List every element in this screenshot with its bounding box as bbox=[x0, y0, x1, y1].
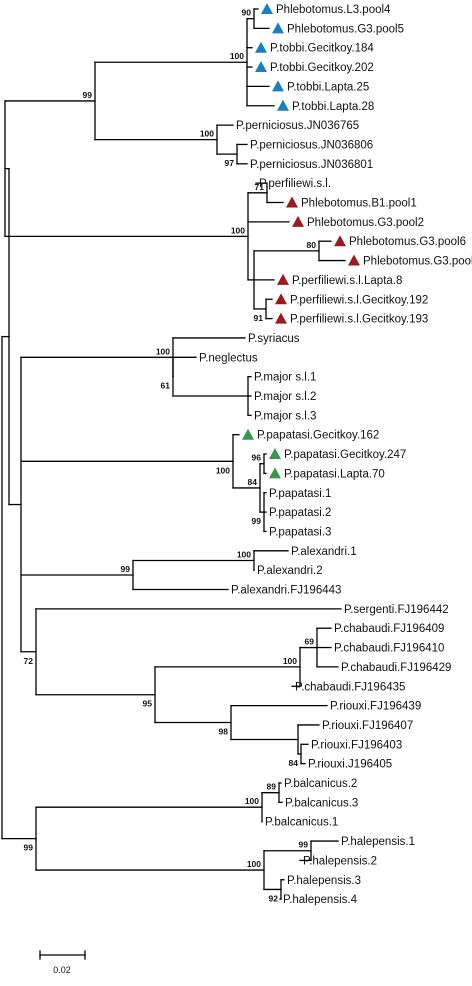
bootstrap-value: 99 bbox=[121, 564, 131, 574]
triangle-marker-icon bbox=[272, 80, 284, 92]
leaf-label: P.alexandri.1 bbox=[291, 546, 357, 558]
leaf-label: P.riouxi.FJ196439 bbox=[330, 701, 421, 713]
leaf-label: P.perfiliewi.s.l.Lapta.8 bbox=[292, 275, 402, 287]
leaf-label: P.tobbi.Gecitkoy.202 bbox=[270, 62, 374, 74]
bootstrap-value: 100 bbox=[245, 796, 259, 806]
leaf-label: P.tobbi.Lapta.25 bbox=[287, 81, 369, 93]
leaf-label: P.riouxi.FJ196407 bbox=[322, 720, 413, 732]
leaf-label: P.syriacus bbox=[248, 333, 300, 345]
bootstrap-value: 90 bbox=[242, 8, 252, 18]
leaf-label: P.halepensis.2 bbox=[303, 855, 377, 867]
bootstrap-value: 72 bbox=[24, 656, 34, 666]
leaf-label: P.riouxi.J196405 bbox=[308, 759, 392, 771]
leaf-label: P.halepensis.3 bbox=[287, 875, 361, 887]
leaf-label: P.halepensis.4 bbox=[283, 894, 358, 906]
bootstrap-value: 91 bbox=[254, 313, 264, 323]
leaf-label: Phlebotomus.G3.pool5 bbox=[287, 23, 404, 35]
bootstrap-value: 100 bbox=[237, 549, 251, 559]
leaf-label: P.papatasi.2 bbox=[269, 507, 331, 519]
leaf-label: P.chabaudi.FJ196409 bbox=[334, 623, 444, 635]
scale-bar: 0.02 bbox=[39, 950, 86, 975]
leaf-labels: Phlebotomus.L3.pool4 Phlebotomus.G3.pool5… bbox=[199, 3, 472, 906]
leaf-label: Phlebotomus.G3.pool6 bbox=[349, 236, 466, 248]
bootstrap-value: 98 bbox=[219, 727, 229, 737]
bootstrap-value: 61 bbox=[161, 381, 171, 391]
leaf-label: P.sergenti.FJ196442 bbox=[344, 604, 449, 616]
bootstrap-value: 100 bbox=[156, 346, 170, 356]
bootstrap-value: 96 bbox=[252, 453, 262, 463]
triangle-marker-icon bbox=[277, 99, 289, 111]
triangle-marker-icon bbox=[255, 61, 267, 73]
triangle-marker-icon bbox=[292, 215, 304, 227]
leaf-label: Phlebotomus.G3.pool3 bbox=[363, 256, 472, 268]
bootstrap-labels: 90 100 97 100 99 71 80 91 100 61 100 96 99 84 100 100 99… bbox=[24, 8, 317, 904]
leaf-label: Phlebotomus.L3.pool4 bbox=[276, 4, 391, 16]
leaf-label: P.papatasi.3 bbox=[269, 526, 331, 538]
bootstrap-value: 100 bbox=[231, 225, 245, 235]
triangle-marker-icon bbox=[242, 428, 254, 440]
triangle-marker-icon bbox=[275, 312, 287, 324]
leaf-label: P.chabaudi.FJ196410 bbox=[334, 643, 444, 655]
bootstrap-value: 100 bbox=[216, 465, 230, 475]
bootstrap-value: 84 bbox=[248, 477, 258, 487]
leaf-label: P.tobbi.Gecitkoy.184 bbox=[270, 43, 374, 55]
leaf-label: P.neglectus bbox=[199, 352, 258, 364]
scale-bar-label: 0.02 bbox=[53, 965, 71, 975]
leaf-label: P.major s.l.2 bbox=[254, 391, 316, 403]
leaf-label: P.perfiliewi.s.l. bbox=[259, 178, 331, 190]
leaf-label: P.riouxi.FJ196403 bbox=[311, 739, 402, 751]
bootstrap-value: 97 bbox=[225, 158, 235, 168]
triangle-marker-icon bbox=[275, 293, 287, 305]
leaf-label: P.balcanicus.3 bbox=[285, 797, 358, 809]
bootstrap-value: 100 bbox=[247, 859, 261, 869]
leaf-label: P.papatasi.Gecitkoy.162 bbox=[257, 430, 379, 442]
leaf-label: P.major s.l.3 bbox=[254, 410, 316, 422]
triangle-marker-icon bbox=[286, 196, 298, 208]
bootstrap-value: 99 bbox=[83, 90, 93, 100]
leaf-label: Phlebotomus.B1.pool1 bbox=[301, 198, 417, 210]
bootstrap-value: 92 bbox=[269, 893, 279, 903]
leaf-label: P.papatasi.Gecitkoy.247 bbox=[284, 449, 406, 461]
leaf-label: P.alexandri.FJ196443 bbox=[231, 585, 341, 597]
leaf-label: P.perniciosus.JN036765 bbox=[236, 120, 359, 132]
leaf-label: P.balcanicus.1 bbox=[265, 817, 338, 829]
triangle-marker-icon bbox=[277, 273, 289, 285]
triangle-marker-icon bbox=[269, 467, 281, 479]
bootstrap-value: 100 bbox=[283, 656, 297, 666]
leaf-label: P.major s.l.1 bbox=[254, 372, 316, 384]
triangle-marker-icon bbox=[334, 235, 346, 247]
bootstrap-value: 99 bbox=[24, 843, 34, 853]
leaf-label: P.alexandri.2 bbox=[257, 565, 323, 577]
bootstrap-value: 95 bbox=[143, 699, 153, 709]
leaf-label: P.papatasi.1 bbox=[269, 488, 331, 500]
bootstrap-value: 99 bbox=[252, 516, 262, 526]
bootstrap-value: 99 bbox=[299, 840, 309, 850]
bootstrap-value: 69 bbox=[305, 637, 315, 647]
bootstrap-value: 100 bbox=[200, 129, 214, 139]
bootstrap-value: 71 bbox=[255, 182, 265, 192]
leaf-label: P.perfiliewi.s.l.Gecitkoy.192 bbox=[290, 294, 428, 306]
leaf-label: P.perniciosus.JN036801 bbox=[250, 159, 373, 171]
leaf-label: P.balcanicus.2 bbox=[284, 778, 357, 790]
leaf-label: P.halepensis.1 bbox=[341, 836, 415, 848]
bootstrap-value: 89 bbox=[267, 782, 277, 792]
bootstrap-value: 100 bbox=[230, 51, 244, 61]
leaf-label: P.tobbi.Lapta.28 bbox=[292, 101, 374, 113]
leaf-label: P.chabaudi.FJ196435 bbox=[295, 681, 405, 693]
bootstrap-value: 80 bbox=[307, 240, 317, 250]
triangle-marker-icon bbox=[348, 254, 360, 266]
triangle-marker-icon bbox=[272, 22, 284, 34]
triangle-marker-icon bbox=[269, 448, 281, 460]
bootstrap-value: 84 bbox=[289, 758, 299, 768]
leaf-label: P.perfiliewi.s.l.Gecitkoy.193 bbox=[290, 314, 428, 326]
leaf-label: Phlebotomus.G3.pool2 bbox=[307, 217, 424, 229]
leaf-label: P.perniciosus.JN036806 bbox=[250, 139, 373, 151]
triangle-marker-icon bbox=[255, 41, 267, 53]
triangle-marker-icon bbox=[261, 3, 273, 14]
leaf-label: P.papatasi.Lapta.70 bbox=[284, 468, 385, 480]
leaf-label: P.chabaudi.FJ196429 bbox=[341, 662, 451, 674]
tree-branches bbox=[1, 8, 346, 900]
